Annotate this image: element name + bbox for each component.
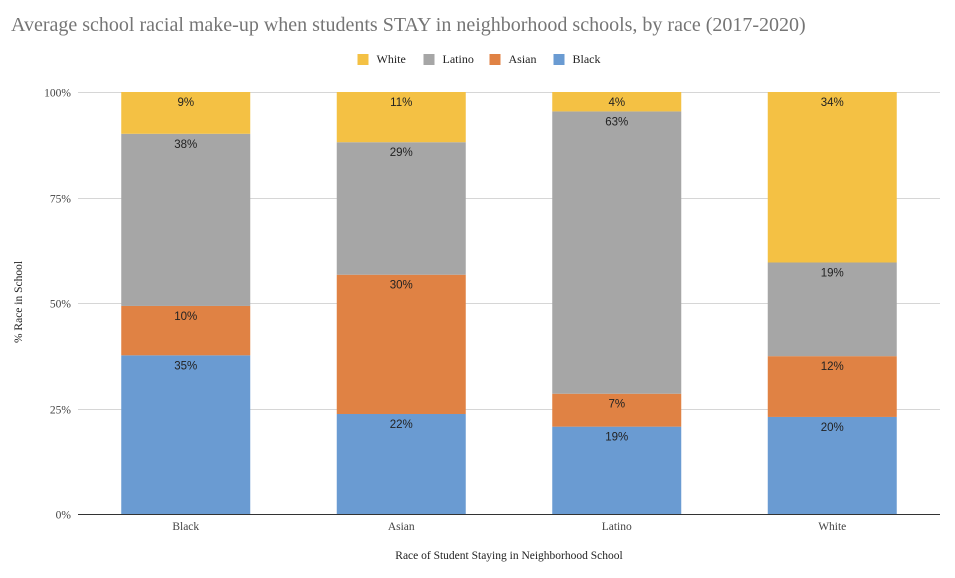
data-label-white-white: 34% (821, 97, 844, 109)
legend-label-black: Black (573, 52, 601, 66)
bar-latino-latino (552, 111, 682, 394)
data-label-black-latino: 38% (174, 139, 197, 151)
bar-asian-latino (336, 142, 466, 275)
bar-black-white (121, 92, 251, 134)
data-label-white-asian: 12% (821, 361, 844, 373)
data-label-black-black: 35% (174, 360, 197, 372)
data-label-black-white: 9% (177, 97, 194, 109)
bar-asian-asian (336, 274, 466, 414)
y-tick-label: 100% (44, 88, 71, 100)
data-label-white-black: 20% (821, 422, 844, 434)
y-tick-label: 0% (56, 510, 72, 522)
bar-black-asian (121, 305, 251, 356)
bar-latino-black (552, 426, 682, 514)
bar-asian-black (336, 413, 466, 514)
data-label-asian-latino: 29% (390, 147, 413, 159)
y-axis-ticks: 0% 25% 50% 75% 100% (44, 88, 71, 522)
x-tick-label: Asian (388, 521, 415, 533)
bar-black-black (121, 355, 251, 514)
legend-swatch-latino (423, 54, 435, 65)
x-tick-label: Black (172, 521, 199, 533)
y-tick-label: 25% (50, 405, 72, 417)
bar-white-white (767, 92, 897, 263)
bar-white-asian (767, 356, 897, 417)
chart-title: Average school racial make-up when stude… (11, 14, 806, 36)
data-label-black-asian: 10% (174, 311, 197, 323)
legend-swatch-white (357, 54, 369, 65)
data-label-asian-black: 22% (390, 419, 413, 431)
legend-label-white: White (377, 52, 406, 66)
data-label-asian-white: 11% (390, 97, 412, 109)
bar-latino-asian (552, 393, 682, 427)
data-label-latino-white: 4% (608, 97, 625, 109)
y-tick-label: 75% (50, 194, 72, 206)
legend-swatch-black (553, 54, 565, 65)
x-axis-label: Race of Student Staying in Neighborhood … (395, 550, 622, 562)
legend: White Latino Asian Black (357, 52, 601, 66)
bar-black-latino (121, 133, 251, 306)
x-axis-ticks: Black Asian Latino White (172, 521, 846, 533)
data-label-white-latino: 19% (821, 267, 844, 279)
x-tick-label: White (818, 521, 846, 533)
x-tick-label: Latino (602, 521, 632, 533)
legend-label-asian: Asian (509, 52, 537, 66)
y-tick-label: 50% (50, 299, 72, 311)
bar-white-black (767, 416, 897, 514)
data-label-latino-black: 19% (605, 432, 628, 444)
data-label-latino-asian: 7% (608, 399, 625, 411)
data-label-latino-latino: 63% (605, 116, 628, 128)
legend-swatch-asian (489, 54, 501, 65)
y-axis-label: % Race in School (13, 261, 25, 343)
bar-asian-white (336, 92, 466, 143)
data-labels: 35% 10% 38% 9% 22% 30% 29% 11% 19% 7% 63% 4% 20% 12% 1… (174, 97, 844, 444)
bar-white-latino (767, 262, 897, 357)
bars (121, 92, 897, 514)
data-label-asian-asian: 30% (390, 280, 413, 292)
legend-label-latino: Latino (443, 52, 474, 66)
bar-latino-white (552, 92, 682, 112)
